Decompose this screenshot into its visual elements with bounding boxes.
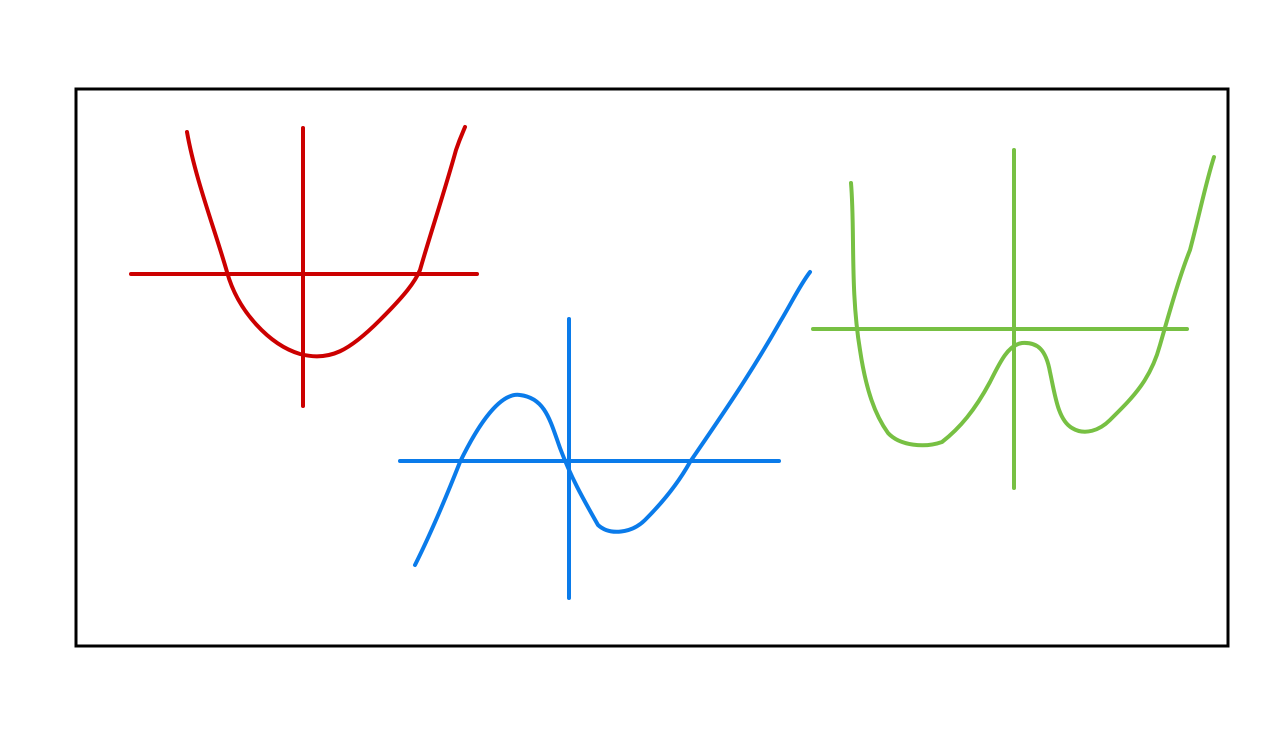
quartic-curve bbox=[849, 155, 1216, 448]
cubic-curve bbox=[413, 270, 812, 567]
quartic-graph bbox=[811, 148, 1216, 490]
quadratic-graph bbox=[129, 125, 479, 408]
cubic-graph bbox=[398, 270, 812, 600]
figure-border bbox=[74, 87, 1230, 648]
quadratic-curve bbox=[185, 125, 467, 359]
